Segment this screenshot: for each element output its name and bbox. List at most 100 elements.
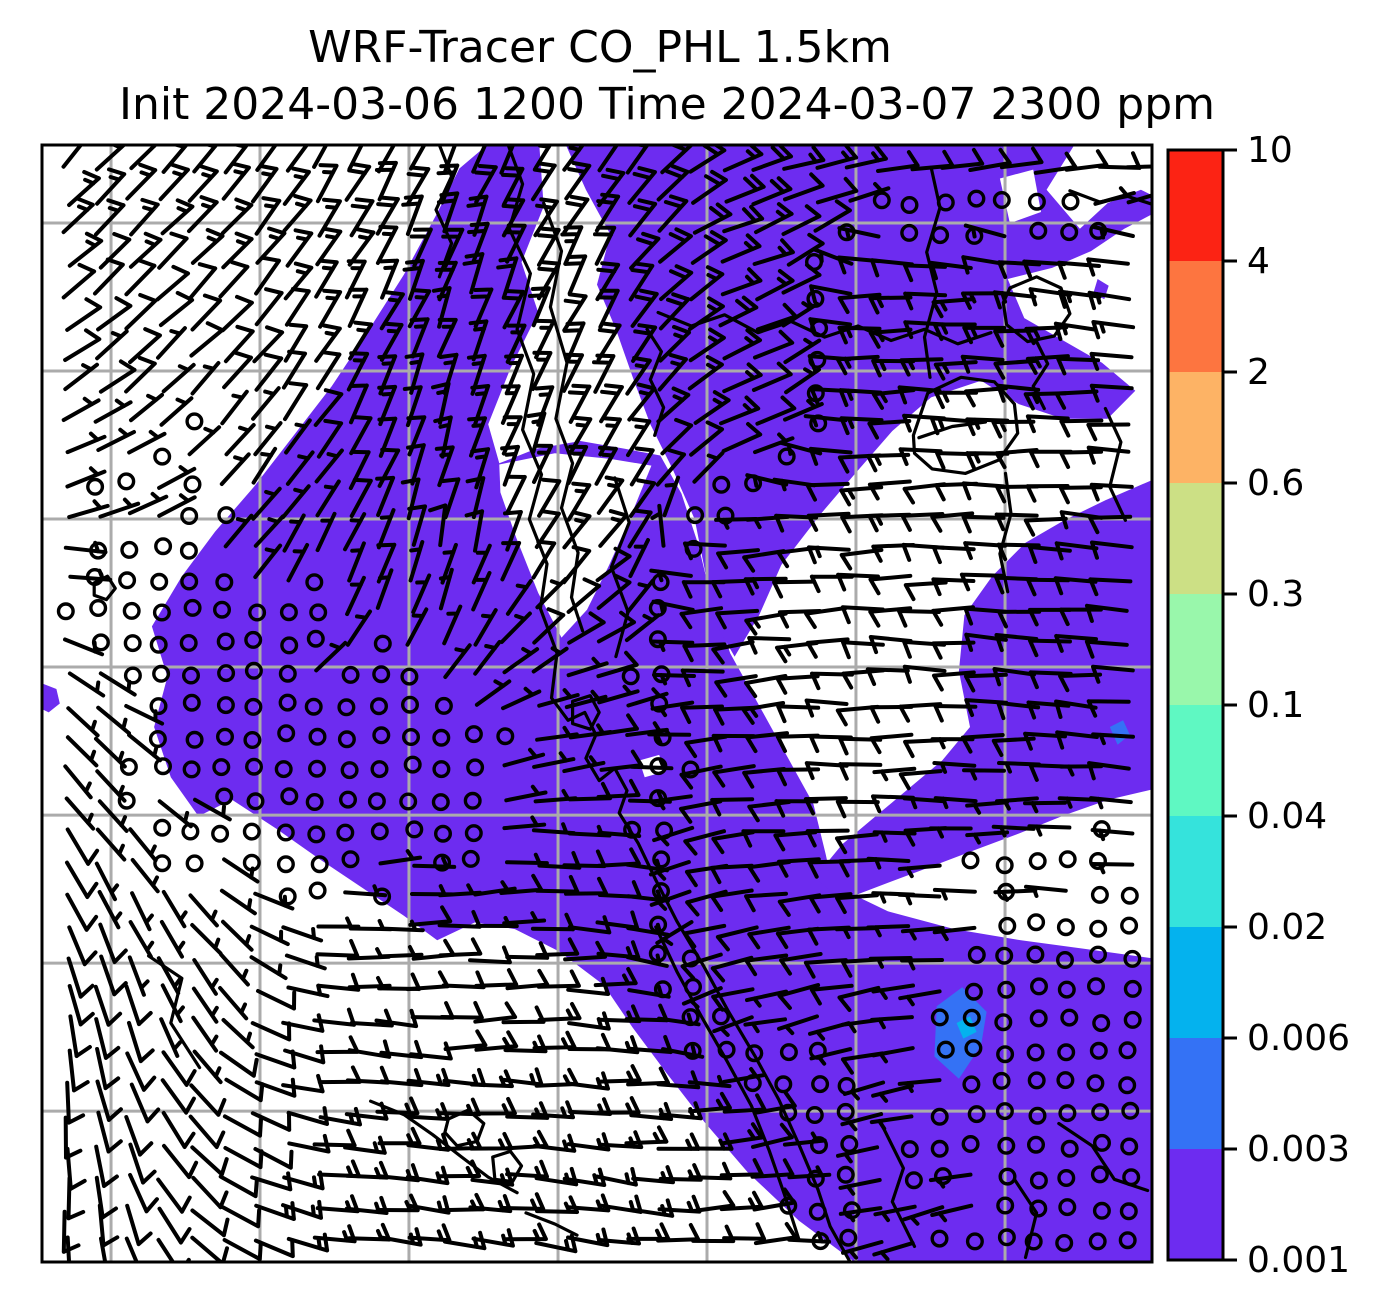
calm-wind-circle [278, 887, 297, 906]
calm-wind-circle [1029, 1199, 1048, 1218]
wind-barb [592, 353, 616, 394]
calm-wind-circle [777, 447, 796, 466]
calm-wind-circle [996, 1196, 1015, 1215]
calm-wind-circle [276, 855, 295, 874]
wind-barb [719, 1190, 764, 1212]
wind-barb [129, 197, 160, 237]
wind-barb [868, 327, 913, 349]
wind-barb [932, 670, 976, 692]
calm-wind-circle [774, 1075, 793, 1094]
wind-barb [902, 1205, 945, 1226]
wind-barb [1086, 699, 1131, 718]
wind-barb [710, 888, 754, 912]
wind-barb [720, 233, 762, 264]
calm-wind-circle [309, 603, 328, 622]
wind-barb [720, 1122, 764, 1146]
wind-barb [658, 292, 691, 331]
wind-barb [349, 415, 373, 456]
wind-barb [655, 920, 694, 946]
wind-barb [961, 255, 1005, 275]
wind-barb [1059, 449, 1104, 469]
wind-barb [466, 194, 489, 237]
calm-wind-circle [216, 696, 235, 715]
wind-barb [745, 731, 789, 754]
wind-barb [281, 349, 307, 390]
calm-wind-circle [967, 945, 986, 964]
wind-barb [314, 640, 348, 673]
calm-wind-circle [306, 629, 325, 648]
wind-barb [741, 829, 786, 848]
calm-wind-circle [997, 1228, 1016, 1247]
wind-barb [803, 796, 848, 816]
wind-barb [470, 287, 494, 329]
wind-barb [1028, 638, 1072, 658]
wind-barb [219, 888, 257, 916]
wind-barb [251, 446, 278, 485]
wind-barb [897, 385, 942, 405]
calm-wind-circle [1086, 1074, 1105, 1093]
colorbar-tick-label: 0.6 [1247, 463, 1304, 504]
wind-barb [155, 264, 190, 302]
wind-barb [867, 479, 912, 501]
wind-barb [1057, 260, 1101, 280]
calm-wind-circle [811, 1232, 830, 1251]
wind-barb [772, 579, 817, 599]
wind-barb [897, 1078, 942, 1093]
wind-barb [221, 231, 254, 270]
calm-wind-circle [649, 915, 668, 934]
wind-barb [347, 976, 392, 990]
wind-barb [94, 861, 120, 902]
wind-barb [652, 825, 695, 847]
wind-barb [902, 664, 947, 684]
wind-barb [282, 194, 313, 233]
wind-barb [871, 388, 916, 410]
wind-barb [755, 395, 797, 426]
wind-barb [251, 164, 279, 204]
wind-barb [689, 420, 724, 457]
wind-barb [474, 679, 512, 707]
calm-wind-circle [91, 633, 110, 652]
wind-barb [67, 984, 95, 1027]
wind-barb [902, 796, 947, 810]
wind-barb [838, 1178, 882, 1196]
colorbar-segment [1168, 150, 1223, 262]
colorbar-segments [1168, 150, 1223, 1261]
calm-wind-circle [278, 664, 297, 683]
calm-wind-circle [1026, 945, 1045, 964]
wind-barb [499, 873, 544, 895]
calm-wind-circle [433, 853, 452, 872]
wind-barb [932, 925, 977, 942]
wind-barb [434, 445, 455, 488]
coastline-path [654, 925, 801, 1242]
wind-barb [66, 706, 100, 738]
calm-wind-circle [806, 1169, 825, 1188]
wind-barb [376, 508, 396, 550]
calm-wind-circle [216, 632, 235, 651]
wind-barb [900, 926, 945, 941]
wind-barb [783, 398, 824, 422]
wind-barb [379, 945, 424, 959]
wind-barb [658, 324, 691, 363]
calm-wind-circle [179, 634, 198, 653]
calm-wind-circle [86, 477, 105, 496]
wind-barb [411, 573, 432, 615]
calm-wind-circle [1028, 852, 1047, 871]
wind-barb [218, 986, 249, 1021]
wind-barb [809, 983, 854, 1006]
wind-barb [786, 232, 825, 267]
calm-wind-circle [464, 725, 483, 744]
wind-barb [223, 513, 254, 549]
calm-wind-circle [930, 1107, 949, 1126]
calm-wind-circle [372, 665, 391, 684]
calm-wind-circle [1056, 1071, 1075, 1090]
wind-barb [375, 224, 399, 265]
wind-barb [804, 606, 848, 629]
wind-barb [408, 540, 425, 583]
wind-barb [566, 577, 602, 614]
wind-barb [68, 1014, 92, 1058]
calm-wind-circle [401, 695, 420, 714]
wind-barb [1086, 445, 1131, 465]
calm-wind-circle [904, 1171, 923, 1190]
colorbar-tick-label: 2 [1247, 352, 1270, 393]
wind-barb [93, 257, 125, 296]
